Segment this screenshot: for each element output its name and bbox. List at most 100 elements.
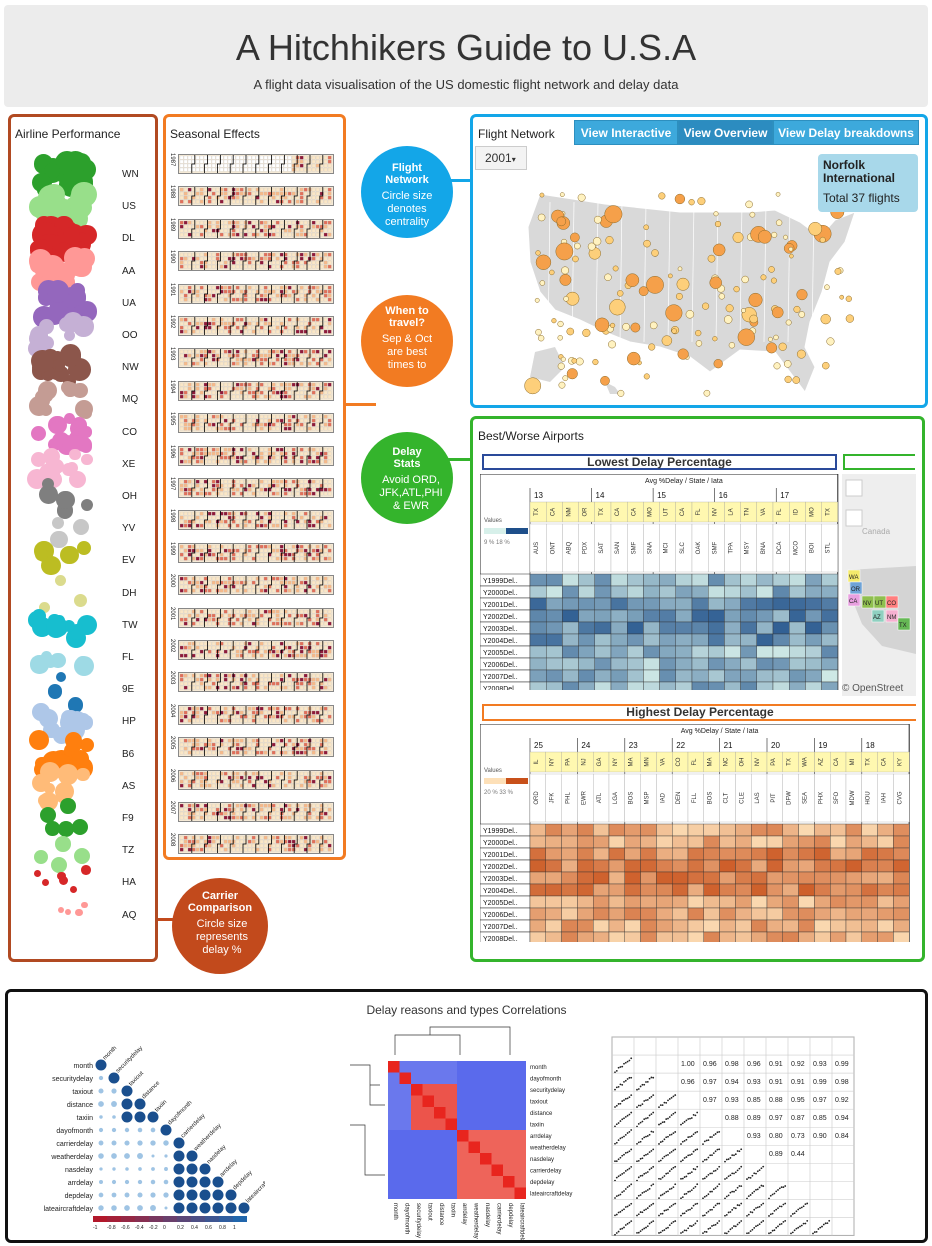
- airline-bubble[interactable]: [48, 684, 63, 699]
- airline-bubble[interactable]: [72, 200, 91, 218]
- airline-bubble[interactable]: [50, 652, 66, 668]
- season-day-cell: [287, 751, 292, 755]
- season-day-cell: [295, 455, 300, 460]
- airline-bubble[interactable]: [73, 655, 94, 676]
- airline-bubble[interactable]: [63, 329, 76, 342]
- season-day-cell: [319, 253, 324, 257]
- airline-bubble[interactable]: [79, 738, 94, 753]
- airline-bubble[interactable]: [55, 836, 71, 853]
- airline-bubble[interactable]: [55, 490, 75, 510]
- airline-bubble[interactable]: [30, 451, 47, 467]
- season-day-cell: [191, 840, 196, 844]
- season-day-cell: [235, 641, 240, 646]
- airline-bubble[interactable]: [42, 447, 60, 466]
- state-label: NV: [712, 508, 718, 516]
- airline-bubble[interactable]: [57, 906, 64, 913]
- airline-bubble[interactable]: [39, 806, 56, 823]
- us-flight-map[interactable]: [510, 182, 870, 404]
- airline-bubble[interactable]: [38, 709, 58, 728]
- airline-bubble[interactable]: [50, 856, 67, 874]
- airline-bubble[interactable]: [39, 792, 59, 812]
- airline-bubble[interactable]: [50, 420, 63, 433]
- airline-bubble[interactable]: [29, 396, 49, 416]
- airline-bubble[interactable]: [50, 530, 68, 549]
- view-delay-breakdowns-button[interactable]: View Delay breakdowns: [773, 120, 919, 145]
- airline-bubble[interactable]: [75, 908, 83, 916]
- airline-bubble[interactable]: [33, 869, 41, 877]
- airline-bubble[interactable]: [33, 850, 48, 865]
- airline-bubble[interactable]: [52, 359, 66, 373]
- airline-bubble[interactable]: [35, 173, 51, 189]
- view-overview-button[interactable]: View Overview: [678, 120, 773, 145]
- airline-bubble[interactable]: [67, 697, 84, 713]
- airline-bubble[interactable]: [59, 797, 76, 814]
- season-day-cell: [207, 678, 212, 682]
- delay-info-bubble: Delay Stats Avoid ORD, JFK,ATL,PHI & EWR: [361, 432, 453, 524]
- airline-bubble[interactable]: [64, 712, 85, 733]
- season-day-cell: [307, 844, 312, 848]
- airline-bubble[interactable]: [41, 879, 49, 887]
- airline-bubble[interactable]: [31, 425, 47, 442]
- season-day-cell: [307, 293, 312, 298]
- airline-bubble[interactable]: [75, 321, 89, 336]
- airline-bubble[interactable]: [68, 288, 87, 307]
- season-day-cell: [275, 325, 280, 330]
- airline-bubble[interactable]: [40, 651, 53, 663]
- heatmap-cell: [659, 609, 677, 623]
- airline-bubble[interactable]: [70, 886, 78, 894]
- airline-bubble[interactable]: [29, 258, 45, 273]
- airline-bubble[interactable]: [59, 875, 69, 885]
- airline-bubble[interactable]: [46, 279, 70, 303]
- airline-bubble[interactable]: [54, 575, 66, 587]
- airline-bubble[interactable]: [55, 671, 67, 683]
- airline-bubble[interactable]: [38, 484, 58, 504]
- airline-bubble[interactable]: [39, 335, 54, 350]
- airline-bubble[interactable]: [28, 729, 49, 750]
- airline-bubble[interactable]: [72, 518, 90, 536]
- airline-bubble[interactable]: [78, 427, 91, 440]
- airline-bubble[interactable]: [60, 545, 80, 565]
- airline-bubble[interactable]: [80, 453, 93, 466]
- airline-bubble[interactable]: [81, 498, 94, 511]
- season-day-cell: [319, 329, 324, 334]
- airline-bubble[interactable]: [43, 258, 62, 277]
- airline-bubble[interactable]: [81, 865, 91, 875]
- airline-bubble[interactable]: [81, 901, 88, 909]
- airline-bubble[interactable]: [38, 602, 50, 614]
- airline-bubble[interactable]: [57, 764, 79, 785]
- airline-bubble[interactable]: [72, 818, 89, 836]
- airline-bubble[interactable]: [35, 548, 49, 562]
- airline-bubble[interactable]: [57, 821, 74, 837]
- airline-bubble[interactable]: [73, 247, 95, 269]
- airline-bubble[interactable]: [67, 737, 82, 752]
- season-day-cell: [303, 285, 308, 290]
- airline-bubble[interactable]: [62, 462, 76, 477]
- airline-bubble[interactable]: [64, 412, 76, 424]
- airline-bubble[interactable]: [74, 399, 93, 419]
- season-day-cell: [243, 487, 248, 492]
- airline-bubble[interactable]: [51, 516, 65, 529]
- airline-bubble[interactable]: [76, 767, 90, 782]
- airline-bubble[interactable]: [72, 382, 88, 399]
- airline-bubble[interactable]: [45, 617, 67, 639]
- view-interactive-button[interactable]: View Interactive: [574, 120, 678, 145]
- airline-bubble[interactable]: [44, 821, 60, 837]
- airline-bubble[interactable]: [69, 448, 81, 461]
- season-day-cell: [263, 451, 268, 456]
- season-day-cell: [247, 678, 252, 682]
- airline-bubble[interactable]: [62, 226, 81, 245]
- airline-bubble[interactable]: [73, 593, 88, 608]
- season-day-cell: [203, 589, 208, 593]
- airline-bubble[interactable]: [64, 908, 71, 915]
- season-day-cell: [223, 329, 228, 334]
- year-select[interactable]: 2001▾: [475, 146, 527, 170]
- airline-bubble[interactable]: [42, 478, 55, 491]
- airline-bubble[interactable]: [73, 847, 90, 864]
- airline-bubble[interactable]: [44, 783, 56, 795]
- airline-bubble[interactable]: [60, 346, 82, 368]
- month-divider: [217, 738, 221, 757]
- airline-bubble[interactable]: [66, 435, 83, 452]
- airline-bubble[interactable]: [30, 349, 54, 373]
- airline-bubble[interactable]: [76, 541, 91, 556]
